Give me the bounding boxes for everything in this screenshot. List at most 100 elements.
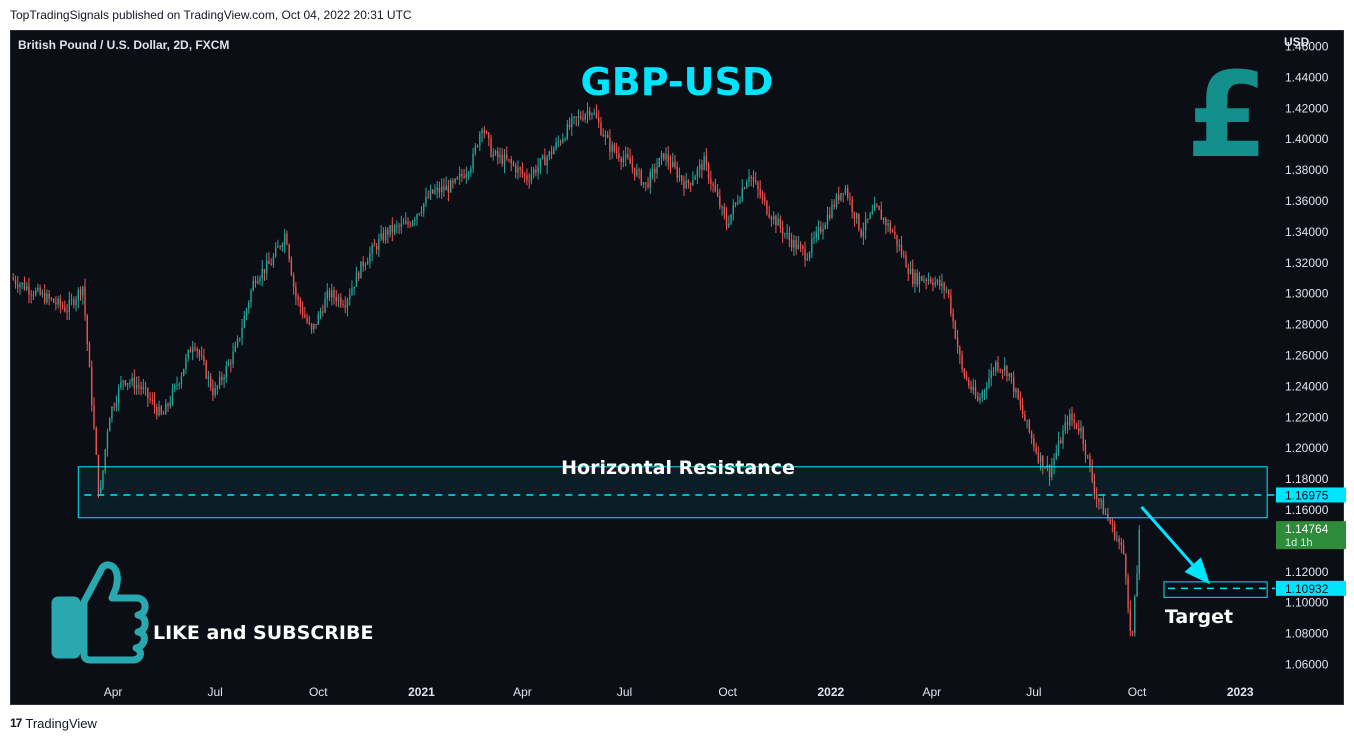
candle-body [250,290,252,303]
candle-body [1089,456,1091,467]
candle-body [335,297,337,302]
candle-body [95,427,97,455]
candle-body [806,258,809,261]
candle-body [1095,494,1098,499]
candle-body [1120,542,1123,546]
candle-body [501,154,503,165]
candle-body [707,164,710,180]
symbol-label: British Pound / U.S. Dollar, 2D, FXCM [18,38,229,52]
candle-body [144,387,147,389]
candle-body [786,233,788,235]
candle-body [257,281,259,284]
candle-body [712,183,714,186]
candle-body [600,122,602,135]
candle-body [918,276,921,285]
candle-body [777,218,779,226]
candle-body [950,295,952,314]
candle-body [521,169,524,174]
candle-body [14,279,17,284]
candle-body [1138,529,1140,574]
candle-body [1071,413,1073,421]
candle-body [647,183,649,188]
candle-body [597,117,600,123]
candle-body [322,311,324,313]
candle-body [885,218,887,226]
candle-body [214,388,216,396]
candle-body [68,300,71,312]
candle-body [752,177,755,181]
candle-body [528,180,530,182]
candle-body [763,197,766,201]
y-tick-label: 1.08000 [1285,627,1329,641]
candle-body [855,213,858,219]
candle-body [384,229,387,241]
y-tick-label: 1.10000 [1285,596,1329,610]
candle-body [1019,398,1022,406]
candle-body [898,245,900,247]
tradingview-brand: TradingView [25,715,97,731]
candle-body [454,178,456,183]
candle-body [156,407,158,416]
candle-body [573,116,575,118]
candle-body [194,347,196,349]
candle-body [1004,366,1006,371]
candle-body [936,279,939,283]
candle-body [357,272,360,279]
candle-body [140,386,142,389]
candle-body [266,260,268,274]
candle-body [1064,422,1066,431]
candle-body [1028,420,1031,432]
price-label-text: 1.16975 [1285,488,1329,502]
candle-body [696,168,699,177]
candle-body [523,173,526,176]
candle-body [1118,538,1120,543]
candle-body [230,362,232,364]
candle-body [566,124,568,139]
candle-body [737,202,739,204]
candle-body [75,299,77,306]
candle-body [775,215,777,226]
candle-body [245,309,248,316]
candle-body [1062,430,1064,444]
candle-body [1017,388,1019,399]
candle-body [992,370,995,372]
price-label-box [1276,487,1346,503]
candle-body [1100,500,1102,502]
candle-body [927,279,930,282]
candle-body [1069,413,1071,426]
candle-body [292,275,295,288]
candle-body [93,405,95,428]
candle-body [1015,388,1017,393]
candle-body [716,191,719,197]
candle-body [685,180,687,189]
candle-body [153,400,156,408]
candle-body [995,361,997,371]
candle-body [479,133,481,146]
candle-body [559,141,562,143]
candle-body [844,188,847,194]
candle-body [270,263,272,266]
candle-body [660,153,663,159]
candle-body [891,231,894,233]
y-tick-label: 1.20000 [1285,441,1329,455]
candle-body [55,302,57,305]
candle-body [326,290,328,299]
candle-body [373,245,376,247]
candle-body [961,355,963,370]
candle-body [557,141,560,143]
candle-body [203,356,205,362]
tradingview-logo: 17 [10,716,22,730]
candle-body [1035,446,1037,453]
y-tick-label: 1.12000 [1285,565,1329,579]
candle-body [826,214,829,225]
candle-body [317,314,320,325]
candle-body [120,381,122,388]
candle-body [104,449,106,471]
candle-body [580,116,582,119]
y-tick-label: 1.42000 [1285,101,1329,115]
candle-body [595,113,598,118]
candle-body [353,286,355,289]
y-tick-label: 1.26000 [1285,349,1329,363]
candles-layer [12,102,1140,637]
